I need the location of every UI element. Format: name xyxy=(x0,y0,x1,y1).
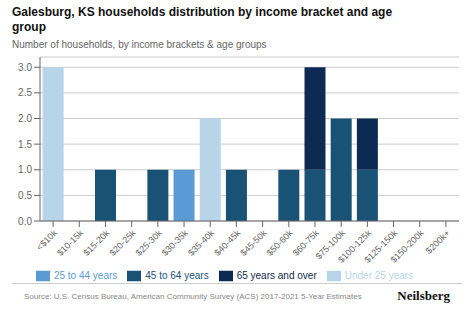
svg-text:0.0: 0.0 xyxy=(18,216,32,227)
svg-text:$35-40k: $35-40k xyxy=(186,228,216,258)
html-text:Number of households, by incom: Number of households, by income brackets… xyxy=(12,39,267,50)
svg-text:$100-125k: $100-125k xyxy=(336,227,374,265)
svg-text:3.0: 3.0 xyxy=(18,62,32,73)
html-text:Source: U.S. Census Bureau, Am: Source: U.S. Census Bureau, American Com… xyxy=(24,292,362,301)
html-text:65 years and over: 65 years and over xyxy=(236,269,317,281)
svg-text:$200k+: $200k+ xyxy=(424,228,452,256)
svg-text:$25-30k: $25-30k xyxy=(134,228,164,258)
svg-text:$30-35k: $30-35k xyxy=(160,228,190,258)
html-text:Neilsberg: Neilsberg xyxy=(397,288,450,303)
svg-text:1.5: 1.5 xyxy=(18,139,32,150)
svg-text:0.5: 0.5 xyxy=(18,190,32,201)
svg-text:<$10k: <$10k xyxy=(34,228,59,253)
svg-text:$15-20k: $15-20k xyxy=(81,228,111,258)
html-text:group: group xyxy=(12,20,46,34)
svg-text:$150-200k: $150-200k xyxy=(388,228,426,266)
svg-text:$50-60k: $50-60k xyxy=(265,228,295,258)
svg-text:$125-150k: $125-150k xyxy=(362,227,400,265)
html-text:45 to 64 years: 45 to 64 years xyxy=(145,269,209,281)
html-text:Under 25 years: Under 25 years xyxy=(344,269,414,281)
svg-text:2.5: 2.5 xyxy=(18,87,32,98)
svg-text:$60-75k: $60-75k xyxy=(290,227,321,258)
svg-text:$45-50k: $45-50k xyxy=(238,228,268,258)
svg-text:2.0: 2.0 xyxy=(18,113,32,124)
svg-text:$40-45k: $40-45k xyxy=(212,228,242,258)
html-text:25 to 44 years: 25 to 44 years xyxy=(53,269,118,281)
svg-text:$10-15k: $10-15k xyxy=(55,228,85,258)
svg-text:$20-25k: $20-25k xyxy=(108,228,138,258)
html-text:Galesburg, KS households distr: Galesburg, KS households distribution by… xyxy=(12,5,393,19)
svg-text:$75-100k: $75-100k xyxy=(313,227,348,262)
svg-text:1.0: 1.0 xyxy=(18,164,32,175)
